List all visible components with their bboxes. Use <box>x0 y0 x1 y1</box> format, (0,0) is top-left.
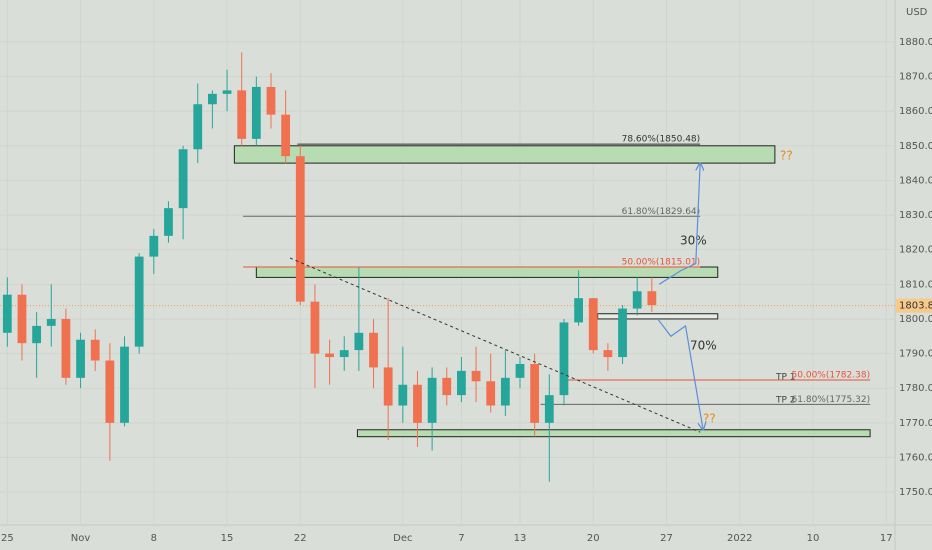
candle-body <box>149 235 159 257</box>
candle-body <box>354 332 364 351</box>
x-tick-label: 22 <box>294 533 307 544</box>
candle-body <box>193 104 203 150</box>
y-tick-label: 1820.00 <box>899 245 932 256</box>
x-tick-label: 27 <box>660 533 673 544</box>
x-tick-label: 17 <box>880 533 893 544</box>
candle-body <box>413 384 422 423</box>
candle-body <box>310 301 320 354</box>
annotation: 30% <box>680 234 707 248</box>
x-tick-label: Dec <box>393 533 412 544</box>
candle-body <box>134 256 144 347</box>
fib-label: 50.00%(1782.38) <box>792 370 871 380</box>
candle-body <box>530 363 540 423</box>
candle-body <box>544 395 554 423</box>
candle-body <box>266 86 276 115</box>
candle-body <box>442 377 452 396</box>
candle-body <box>46 318 56 326</box>
candle-body <box>178 149 188 209</box>
annotation: ?? <box>780 149 793 163</box>
candle-body <box>588 298 598 351</box>
candle-body <box>90 339 100 361</box>
y-tick-label: 1850.00 <box>899 141 932 152</box>
y-tick-label: 1750.00 <box>899 487 932 498</box>
candle-body <box>222 90 232 94</box>
candle-body <box>427 377 437 423</box>
x-tick-label: 7 <box>458 533 464 544</box>
candle-body <box>383 367 393 406</box>
x-tick-label: 8 <box>151 533 157 544</box>
projection-path <box>657 318 703 430</box>
x-tick-label: 15 <box>221 533 234 544</box>
y-tick-label: 1870.00 <box>899 72 932 83</box>
zone <box>356 429 871 438</box>
last-price-label: 1803.84 <box>899 301 932 312</box>
unit-label: USD <box>906 7 928 18</box>
candle-body <box>398 384 408 406</box>
x-tick-label: 20 <box>587 533 600 544</box>
zone <box>233 145 776 164</box>
y-tick-label: 1830.00 <box>899 210 932 221</box>
y-tick-label: 1800.00 <box>899 314 932 325</box>
candle-body <box>559 322 569 396</box>
fib-label: 50.00%(1815.01) <box>622 257 701 267</box>
annotation: TP 2 <box>775 396 796 406</box>
y-tick-label: 1810.00 <box>899 279 932 290</box>
zone <box>255 266 719 278</box>
fib-label: 61.80%(1775.32) <box>792 395 871 405</box>
candle-body <box>2 294 12 333</box>
x-tick-label: 10 <box>807 533 820 544</box>
annotation: 70% <box>690 339 717 353</box>
candle-body <box>632 291 642 309</box>
last-price-tag <box>896 298 932 313</box>
candle-body <box>17 294 27 344</box>
candle-body <box>574 298 583 323</box>
candle-body <box>457 370 466 396</box>
candle-body <box>325 353 334 358</box>
trendline <box>289 257 701 433</box>
x-tick-label: 13 <box>514 533 527 544</box>
y-tick-label: 1880.00 <box>899 37 932 48</box>
projection-path <box>658 163 700 285</box>
candle-body <box>76 339 85 378</box>
y-tick-label: 1760.00 <box>899 452 932 463</box>
candle-body <box>486 381 496 406</box>
candle-body <box>208 93 217 105</box>
zone <box>597 313 719 320</box>
candle-body <box>471 370 481 382</box>
candle-body <box>164 208 173 236</box>
x-tick-label: 25 <box>1 533 14 544</box>
y-tick-label: 1770.00 <box>899 418 932 429</box>
candle-body <box>647 291 657 306</box>
candle-body <box>120 346 129 423</box>
candle-body <box>105 360 115 423</box>
fib-label: 61.80%(1829.64) <box>622 207 701 217</box>
annotation: ?? <box>703 412 716 426</box>
candle-body <box>603 350 613 358</box>
candle-body <box>369 332 378 368</box>
x-tick-label: 2022 <box>727 533 752 544</box>
candle-body <box>618 308 627 358</box>
candle-body <box>500 377 510 406</box>
y-tick-label: 1840.00 <box>899 175 932 186</box>
candle-body <box>295 156 305 302</box>
candle-body <box>32 325 42 344</box>
annotation: TP 1 <box>775 373 796 383</box>
candle-body <box>281 114 291 157</box>
candle-body <box>61 318 71 378</box>
x-tick-label: Nov <box>71 533 91 544</box>
y-tick-label: 1860.00 <box>899 106 932 117</box>
fib-label: 78.60%(1850.48) <box>622 135 701 145</box>
candle-body <box>237 90 247 139</box>
candle-body <box>515 363 525 378</box>
candle-body <box>251 86 261 139</box>
y-tick-label: 1780.00 <box>899 383 932 394</box>
y-tick-label: 1790.00 <box>899 349 932 360</box>
candle-body <box>339 350 349 358</box>
